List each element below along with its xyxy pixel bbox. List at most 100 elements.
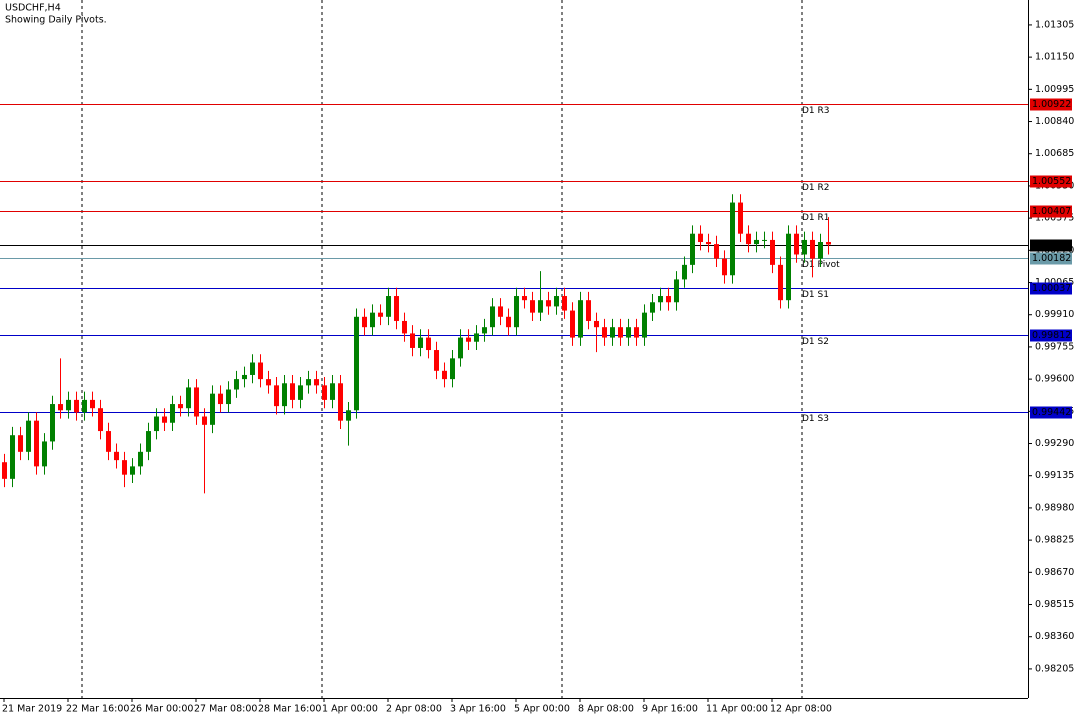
y-tick-label: 0.98980 [1035, 502, 1074, 513]
pivot-name: D1 S3 [802, 414, 829, 424]
y-tick-label: 0.98515 [1035, 599, 1074, 610]
candle-body [730, 202, 735, 276]
candle-body [434, 350, 439, 371]
candle-body [218, 393, 223, 405]
x-tick-label: 9 Apr 16:00 [642, 704, 698, 715]
candle-body [98, 408, 103, 432]
y-tick-label: 0.98205 [1035, 663, 1074, 674]
candle-body [82, 399, 87, 413]
candle-body [74, 399, 79, 413]
candle-body [482, 327, 487, 334]
x-tick-label: 5 Apr 00:00 [514, 704, 570, 715]
candle-body [106, 431, 111, 452]
candle-body [674, 279, 679, 303]
candle-body [442, 370, 447, 380]
candle-body [786, 233, 791, 301]
chart-title: USDCHF,H4 [5, 3, 61, 14]
candle-body [602, 327, 607, 338]
candle-body [354, 316, 359, 411]
price-tag [1030, 252, 1072, 265]
price-tag-label: 1.00407 [1032, 206, 1071, 217]
candle-body [146, 431, 151, 452]
candle-body [770, 239, 775, 265]
y-tick-label: 0.99910 [1035, 309, 1074, 320]
candle-body [634, 327, 639, 338]
candle-body [714, 244, 719, 259]
y-tick-label: 0.99755 [1035, 341, 1074, 352]
candle-body [586, 300, 591, 321]
y-tick-label: 0.98360 [1035, 631, 1074, 642]
candle-body [658, 296, 663, 303]
candle-body [178, 404, 183, 409]
candle-body [778, 264, 783, 301]
y-tick-label: 1.00685 [1035, 148, 1074, 159]
candle-body [162, 416, 167, 423]
pivot-name: D1 R3 [802, 106, 830, 116]
candle-body [2, 462, 7, 479]
candle-body [698, 233, 703, 243]
candle-body [378, 312, 383, 317]
candle-body [722, 258, 727, 276]
pivot-name: D1 Pivot [802, 260, 840, 270]
candle-body [498, 306, 503, 317]
candle-body [570, 310, 575, 338]
price-tag [1030, 406, 1072, 419]
candle-body [274, 385, 279, 407]
x-tick-label: 21 Mar 2019 [2, 704, 62, 715]
candle-body [290, 383, 295, 400]
candle-body [810, 239, 815, 259]
candle-body [122, 460, 127, 475]
candle-body [210, 393, 215, 425]
candle-body [754, 239, 759, 245]
x-tick-label: 27 Mar 08:00 [194, 704, 257, 715]
pivot-name: D1 S2 [802, 337, 829, 347]
candle-body [802, 239, 807, 255]
candle-body [370, 312, 375, 328]
price-tag-label: 1.00037 [1032, 283, 1071, 294]
x-tick-label: 8 Apr 08:00 [578, 704, 634, 715]
candle-body [690, 233, 695, 265]
candle-body [58, 404, 63, 411]
x-tick-label: 12 Apr 08:00 [770, 704, 832, 715]
price-tag-label: 0.99812 [1032, 330, 1071, 341]
candle-body [474, 333, 479, 342]
candle-body [18, 435, 23, 452]
x-tick-label: 2 Apr 08:00 [386, 704, 442, 715]
candle-body [258, 362, 263, 380]
y-tick-label: 0.98670 [1035, 567, 1074, 578]
candle-body [50, 404, 55, 442]
price-tag [1030, 239, 1072, 252]
candle-body [530, 300, 535, 313]
candle-body [578, 300, 583, 338]
price-tag [1030, 329, 1072, 342]
candle-body [42, 441, 47, 467]
candle-body [666, 296, 671, 303]
price-tag-label: 1.00182 [1032, 253, 1071, 264]
candle-body [266, 379, 271, 386]
x-tick-label: 22 Mar 16:00 [66, 704, 129, 715]
candle-body [90, 399, 95, 409]
candle-body [402, 320, 407, 334]
candle-body [538, 300, 543, 313]
candle-body [114, 451, 119, 461]
candle-body [330, 383, 335, 400]
candle-body [130, 466, 135, 475]
candle-body [322, 385, 327, 400]
pivot-name: D1 R1 [802, 213, 830, 223]
chart-subtitle: Showing Daily Pivots. [5, 15, 107, 26]
candle-body [138, 451, 143, 467]
candle-body [250, 362, 255, 375]
x-tick-label: 1 Apr 00:00 [322, 704, 378, 715]
candle-body [154, 416, 159, 432]
candle-body [818, 242, 823, 259]
x-tick-label: 3 Apr 16:00 [450, 704, 506, 715]
candle-body [450, 358, 455, 380]
price-tag-label: 0.99442 [1032, 407, 1071, 418]
x-tick-label: 26 Mar 00:00 [130, 704, 193, 715]
candle-body [202, 416, 207, 425]
candle-body [66, 399, 71, 411]
candle-body [562, 296, 567, 311]
